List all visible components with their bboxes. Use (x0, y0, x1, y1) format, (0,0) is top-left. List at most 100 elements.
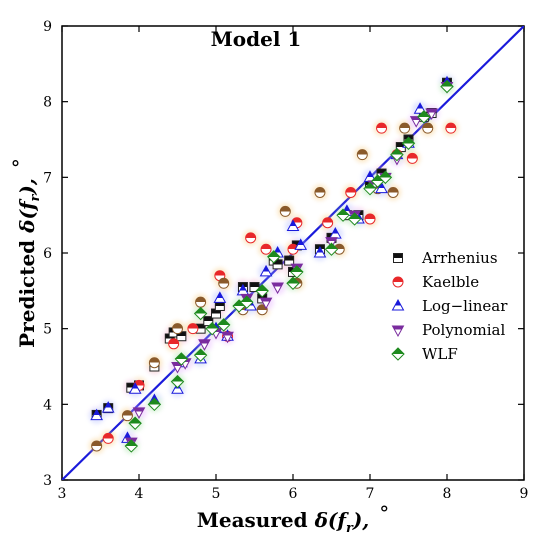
data-point-polynomial (271, 282, 284, 295)
data-point-arrhenius (284, 255, 295, 266)
legend-marker (392, 276, 404, 288)
x-tick-label: 7 (366, 486, 375, 502)
data-point-wlf (390, 147, 404, 162)
data-point-kaelble (322, 217, 334, 229)
data-point-polynomial (132, 407, 146, 419)
data-point-kaelble (422, 122, 434, 134)
data-point-log-linear (128, 382, 142, 394)
data-point-kaelble (279, 205, 291, 217)
data-point-kaelble (121, 410, 133, 422)
data-point-kaelble (445, 122, 457, 134)
axis-ticks: 3 4 5 6 7 8 9 3 4 5 6 7 8 9 (43, 19, 528, 502)
data-point-wlf (240, 295, 254, 309)
y-axis-title: Predicted δ(fr),° (8, 158, 43, 348)
data-point-wlf (401, 136, 416, 150)
data-point-wlf (378, 170, 393, 185)
x-tick-label: 9 (520, 486, 529, 502)
legend-marker (391, 347, 405, 361)
data-point-kaelble (172, 323, 183, 335)
data-point-kaelble (356, 149, 368, 161)
data-point-wlf (205, 321, 219, 336)
data-point-log-linear (213, 291, 227, 303)
data-points-layer (90, 75, 457, 453)
data-point-arrhenius (203, 316, 214, 327)
legend-label: Kaelble (422, 273, 479, 291)
data-point-kaelble (260, 243, 272, 255)
data-point-kaelble (195, 296, 207, 308)
legend-label: Log−linear (422, 297, 508, 315)
data-point-wlf (216, 318, 231, 332)
data-point-kaelble (218, 277, 230, 289)
legend-label: Polynomial (422, 321, 505, 339)
y-tick-label: 4 (43, 397, 52, 413)
data-point-wlf (124, 439, 139, 453)
data-point-arrhenius (249, 282, 260, 293)
y-tick-label: 9 (43, 19, 52, 35)
data-point-wlf (347, 212, 362, 226)
legend-label: WLF (422, 345, 458, 363)
data-point-wlf (363, 181, 377, 196)
data-point-polynomial (259, 297, 273, 310)
y-tick-label: 6 (43, 246, 52, 262)
data-point-wlf (128, 416, 142, 430)
data-point-log-linear (413, 102, 427, 114)
chart-title: Model 1 (211, 27, 302, 51)
data-point-polynomial (221, 331, 234, 344)
legend-marker (393, 253, 403, 263)
data-point-log-linear (313, 245, 327, 258)
y-tick-label: 7 (43, 170, 52, 186)
data-point-log-linear (259, 264, 273, 277)
data-point-log-linear (101, 401, 115, 413)
data-point-kaelble (168, 338, 180, 350)
data-point-wlf (147, 397, 162, 412)
legend: Arrhenius Kaelble Log−linear Polynomial WLF (391, 249, 508, 363)
data-point-wlf (290, 265, 304, 279)
data-point-polynomial (198, 339, 211, 351)
data-point-kaelble (256, 304, 268, 316)
data-point-wlf (255, 284, 269, 298)
y-axis-title-text: Predicted δ(fr),° (8, 158, 43, 348)
data-point-wlf (267, 250, 281, 264)
x-tick-label: 4 (135, 486, 144, 502)
data-point-wlf (324, 242, 339, 256)
data-point-wlf (286, 276, 300, 290)
x-axis-title-text: Measured δ(fr), ° (197, 501, 390, 536)
x-axis-title: Measured δ(fr), ° (197, 501, 390, 536)
data-point-wlf (193, 348, 208, 362)
data-point-wlf (417, 110, 431, 124)
data-point-log-linear (375, 181, 388, 194)
data-point-kaelble (376, 122, 388, 134)
data-point-kaelble (364, 213, 376, 225)
data-point-log-linear (294, 238, 308, 250)
x-tick-label: 6 (289, 486, 298, 502)
data-point-log-linear (90, 408, 103, 421)
data-point-wlf (336, 208, 350, 222)
legend-label: Arrhenius (421, 249, 498, 267)
data-point-kaelble (345, 186, 357, 198)
x-tick-label: 5 (212, 486, 221, 502)
data-point-kaelble (102, 432, 114, 444)
data-point-kaelble (387, 186, 399, 198)
legend-marker (391, 325, 405, 338)
data-point-wlf (170, 374, 185, 389)
data-point-kaelble (148, 357, 160, 369)
data-point-arrhenius (272, 259, 283, 270)
data-point-polynomial (409, 116, 423, 128)
data-point-kaelble (187, 323, 199, 335)
data-point-wlf (174, 352, 189, 366)
legend-marker (391, 298, 405, 311)
y-tick-label: 5 (43, 322, 52, 338)
data-point-kaelble (406, 152, 418, 164)
data-point-polynomial (425, 108, 438, 121)
data-point-wlf (193, 306, 208, 321)
y-tick-label: 3 (43, 473, 52, 489)
data-point-kaelble (245, 232, 257, 244)
x-tick-label: 3 (58, 486, 67, 502)
y-tick-label: 8 (43, 95, 52, 111)
data-point-kaelble (314, 186, 326, 198)
data-point-polynomial (171, 362, 184, 374)
x-tick-label: 8 (443, 486, 452, 502)
data-point-wlf (440, 79, 454, 94)
